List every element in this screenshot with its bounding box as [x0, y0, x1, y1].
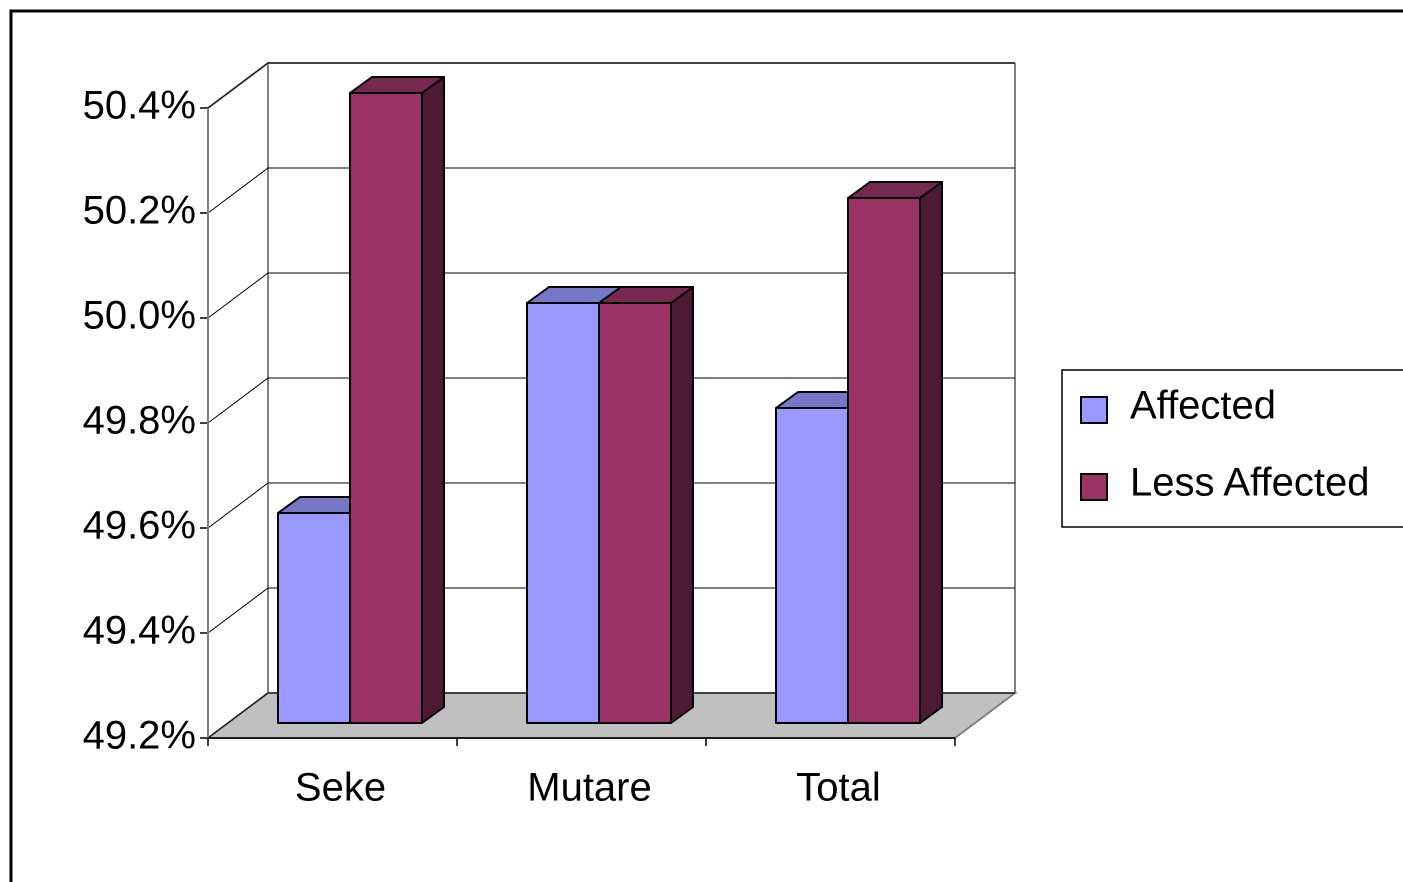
- y-tick-label: 49.2%: [83, 714, 196, 758]
- legend-swatch: [1080, 473, 1108, 501]
- x-tick-label: Seke: [295, 766, 386, 810]
- y-tick-label: 50.0%: [83, 294, 196, 338]
- grid-line: [207, 482, 1015, 529]
- bar: [598, 286, 694, 724]
- bar-front: [598, 302, 672, 724]
- bar-front: [277, 512, 351, 724]
- grid-line: [207, 167, 1015, 214]
- x-tick-label: Total: [796, 766, 881, 810]
- grid-line: [207, 692, 1015, 739]
- bar-front: [847, 197, 921, 724]
- bar: [349, 76, 445, 724]
- bar-front: [349, 92, 423, 724]
- bar-side: [421, 76, 445, 724]
- bar-front: [526, 302, 600, 724]
- bar-side: [670, 286, 694, 724]
- grid-line: [207, 587, 1015, 634]
- y-tick-label: 49.8%: [83, 399, 196, 443]
- grid-line: [207, 272, 1015, 319]
- bar-side: [919, 181, 943, 724]
- y-tick-label: 50.2%: [83, 189, 196, 233]
- grid-line: [207, 377, 1015, 424]
- y-tick-label: 49.4%: [83, 609, 196, 653]
- legend-label: Less Affected: [1130, 461, 1369, 505]
- bar: [847, 181, 943, 724]
- bar-front: [775, 407, 849, 724]
- legend-swatch: [1080, 396, 1108, 424]
- y-tick-label: 50.4%: [83, 84, 196, 128]
- x-tick-label: Mutare: [527, 766, 652, 810]
- chart-frame: [9, 9, 1403, 882]
- y-tick-label: 49.6%: [83, 504, 196, 548]
- legend-label: Affected: [1130, 384, 1276, 428]
- legend-box: [1061, 369, 1403, 528]
- grid-line: [207, 62, 1015, 109]
